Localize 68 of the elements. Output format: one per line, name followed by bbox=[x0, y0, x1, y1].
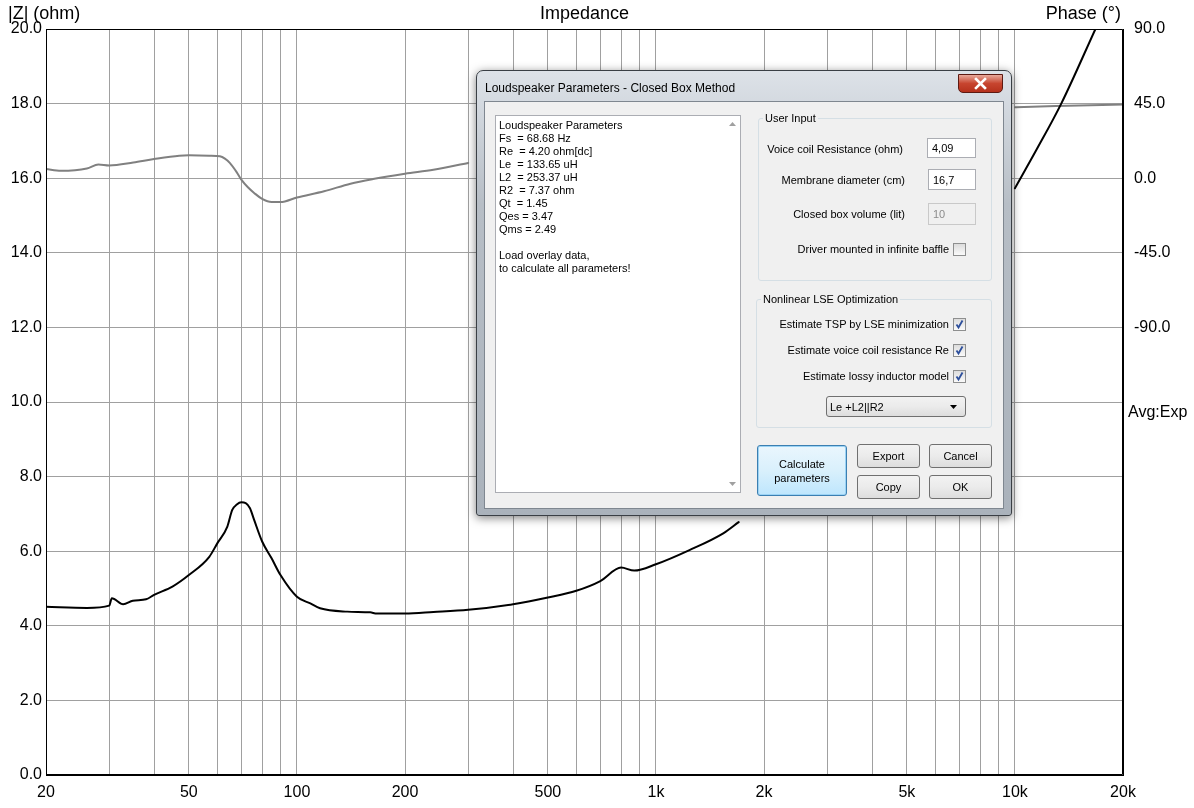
y-tick-label: 14.0 bbox=[10, 243, 43, 261]
annotation: to calculate all parameters! bbox=[499, 261, 631, 275]
x-tick-label: 2k bbox=[755, 783, 774, 801]
button: Calculate parameters bbox=[757, 445, 847, 496]
annotation: Le = 133.65 uH bbox=[499, 157, 578, 171]
annotation: Qt = 1.45 bbox=[499, 195, 548, 210]
annotation: Copy bbox=[874, 480, 903, 494]
dropdown: Le +L2||R2 bbox=[826, 396, 966, 417]
x-tick-label: 500 bbox=[534, 783, 562, 801]
annotation: Loudspeaker Parameters bbox=[499, 117, 623, 132]
annotation: Fs = 68.68 Hz bbox=[499, 131, 571, 145]
y2-tick-label: -45.0 bbox=[1134, 243, 1171, 261]
annotation: Estimate lossy inductor model bbox=[802, 369, 949, 383]
text: Avg:Exp bbox=[1128, 401, 1188, 421]
y-tick-label: 18.0 bbox=[10, 94, 43, 112]
annotation: 16,7 bbox=[933, 172, 955, 187]
annotation: Estimate TSP by LSE minimization bbox=[779, 317, 949, 331]
x-tick-label: 20 bbox=[37, 783, 55, 801]
annotation: OK bbox=[951, 480, 970, 494]
y2-tick-label: -90.0 bbox=[1134, 317, 1171, 335]
y2-tick-label: 45.0 bbox=[1134, 94, 1166, 112]
x-tick-label: 100 bbox=[283, 783, 311, 801]
button: Copy bbox=[857, 475, 920, 499]
text-field: 4,09 bbox=[927, 138, 976, 158]
y-tick-label: 16.0 bbox=[10, 168, 43, 186]
y2-axis-title: Phase (°) bbox=[1045, 2, 1121, 23]
x-tick-label: 1k bbox=[647, 783, 666, 801]
button: Export bbox=[857, 444, 920, 468]
x-tick-label: 10k bbox=[1002, 783, 1029, 801]
y2-tick-label: 0.0 bbox=[1134, 168, 1157, 186]
annotation: Loudspeaker Parameters - Closed Box Method bbox=[485, 80, 736, 96]
button: OK bbox=[929, 475, 992, 499]
annotation: Qes = 3.47 bbox=[499, 209, 554, 223]
y-tick-label: 10.0 bbox=[10, 392, 43, 410]
annotation: Calculate parameters bbox=[773, 456, 831, 485]
text-field: 10 bbox=[928, 203, 976, 225]
x-tick-label: 20k bbox=[1110, 783, 1137, 801]
y-tick-label: 8.0 bbox=[19, 467, 43, 485]
annotation: Nonlinear LSE Optimization bbox=[761, 292, 901, 306]
x-tick-label: 5k bbox=[898, 783, 917, 801]
button: Cancel bbox=[929, 444, 992, 468]
y2-tick-label: 90.0 bbox=[1134, 19, 1166, 37]
y-tick-label: 2.0 bbox=[19, 690, 43, 708]
y-tick-label: 12.0 bbox=[10, 317, 43, 335]
annotation: Driver mounted in infinite baffle bbox=[797, 242, 949, 256]
annotation: Closed box volume (lit) bbox=[793, 207, 905, 221]
chart-title: Impedance bbox=[539, 2, 630, 23]
annotation: 10 bbox=[933, 207, 946, 221]
annotation: Estimate voice coil resistance Re bbox=[787, 343, 949, 357]
annotation: R2 = 7.37 ohm bbox=[499, 182, 575, 197]
annotation: Cancel bbox=[942, 449, 979, 463]
annotation: Load overlay data, bbox=[499, 247, 590, 262]
annotation: User Input bbox=[763, 111, 818, 125]
annotation: Membrane diameter (cm) bbox=[781, 173, 905, 187]
annotation: Re = 4.20 ohm[dc] bbox=[499, 143, 593, 158]
x-tick-label: 200 bbox=[391, 783, 419, 801]
text-field: 16,7 bbox=[928, 169, 976, 190]
annotation: L2 = 253.37 uH bbox=[499, 169, 578, 184]
y-tick-label: 6.0 bbox=[19, 541, 43, 559]
annotation: Export bbox=[871, 449, 906, 463]
annotation: Le +L2||R2 bbox=[830, 399, 884, 414]
y-axis-title: |Z| (ohm) bbox=[8, 2, 81, 23]
x-tick-label: 50 bbox=[179, 783, 198, 801]
y-tick-label: 4.0 bbox=[19, 616, 43, 634]
annotation: Qms = 2.49 bbox=[499, 222, 557, 236]
annotation: 4,09 bbox=[932, 141, 954, 155]
annotation: Voice coil Resistance (ohm) bbox=[767, 142, 903, 156]
y-tick-label: 0.0 bbox=[19, 765, 43, 783]
